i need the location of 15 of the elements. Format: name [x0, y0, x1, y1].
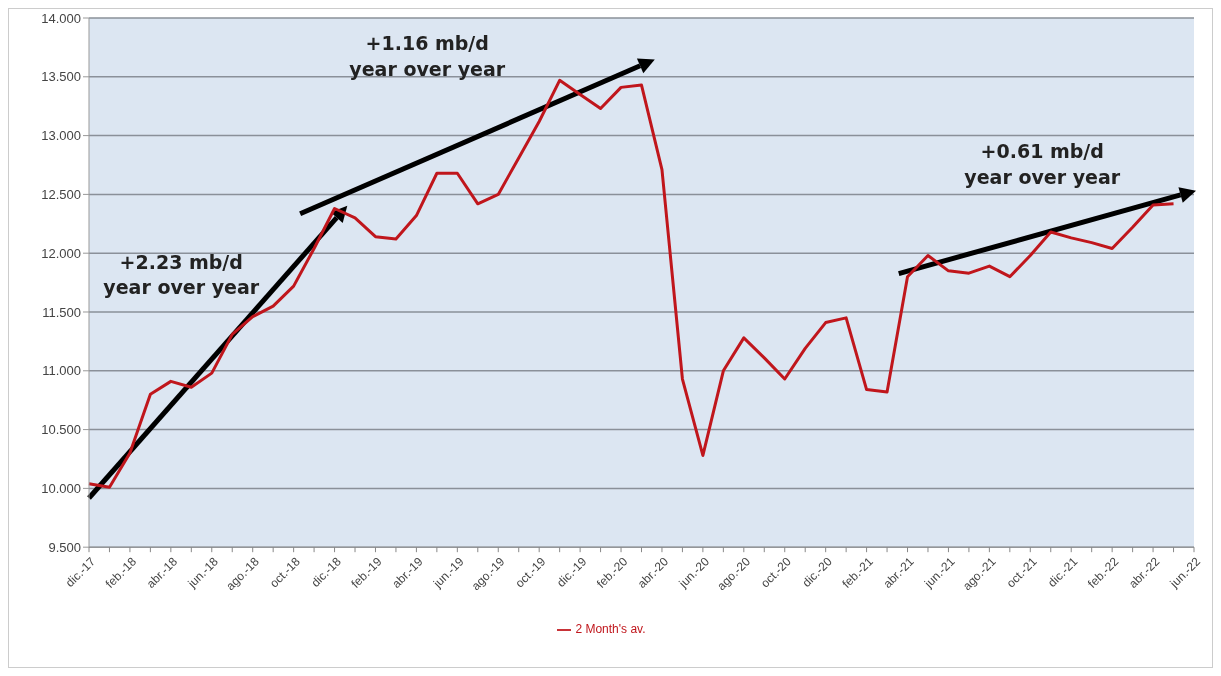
y-tick-label: 10.500 [41, 422, 81, 438]
legend-label: 2 Month's av. [575, 622, 646, 637]
line-series [87, 78, 1176, 489]
y-tick-label: 14.000 [41, 10, 81, 26]
y-tick-label: 12.000 [41, 245, 81, 261]
y-tick-label: 10.000 [41, 480, 81, 496]
y-tick-label: 12.500 [41, 187, 81, 203]
annotation: +1.16 mb/d year over year [349, 32, 506, 80]
y-tick-label: 9.500 [48, 539, 81, 555]
annotation: +2.23 mb/d year over year [103, 250, 260, 299]
annotation: +0.61 mb/d year over year [964, 140, 1121, 188]
y-tick-label: 13.500 [41, 69, 81, 85]
y-tick-label: 11.000 [42, 363, 81, 379]
y-tick-label: 13.000 [41, 128, 81, 144]
y-tick-label: 11.500 [42, 304, 81, 320]
